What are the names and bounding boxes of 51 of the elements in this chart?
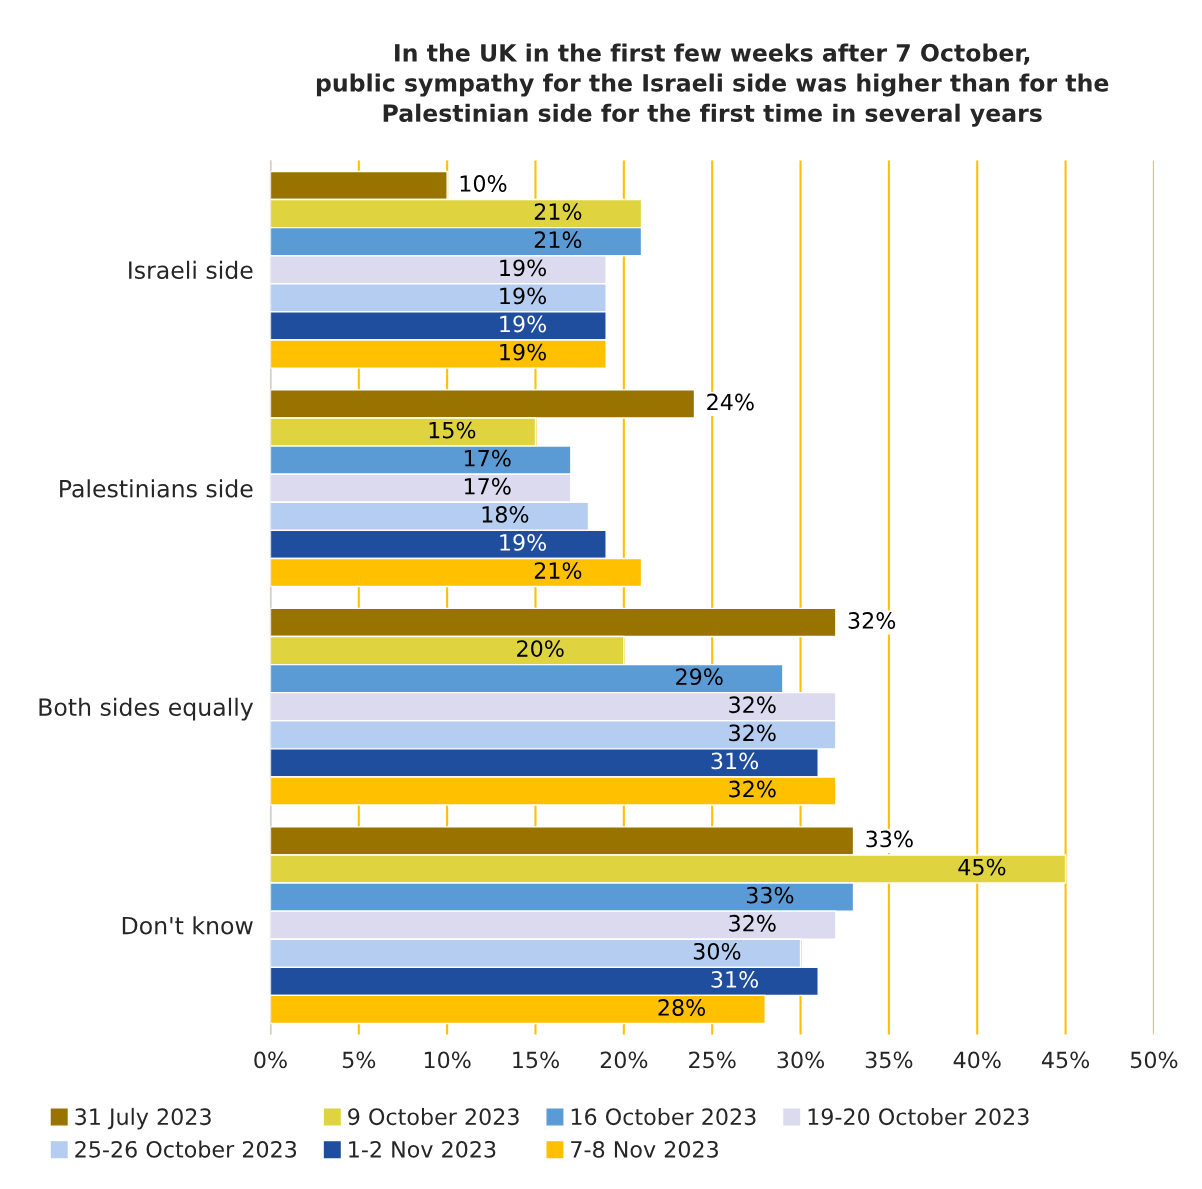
x-tick-label: 50% xyxy=(1130,1051,1178,1069)
data-label: 32% xyxy=(848,612,896,629)
legend-label: 7-8 Nov 2023 xyxy=(571,1140,718,1158)
data-label: 31% xyxy=(711,752,759,770)
data-label: 19% xyxy=(500,287,546,305)
x-tick-label: 30% xyxy=(777,1051,824,1069)
data-label: 30% xyxy=(693,942,741,960)
legend-label: 1-2 Nov 2023 xyxy=(349,1140,496,1158)
x-tick-label: 40% xyxy=(953,1051,1001,1069)
data-label: 33% xyxy=(866,830,913,848)
data-label: 31% xyxy=(711,971,759,988)
data-label: 17% xyxy=(464,477,511,495)
data-label: 24% xyxy=(707,393,754,411)
x-tick-label: 45% xyxy=(1041,1051,1090,1069)
y-tick-label: Israeli side xyxy=(129,260,253,280)
data-label: 21% xyxy=(534,562,582,579)
chart-title: In the UK in the first few weeks after 7 October, public sympathy for the Israeli side was higher than for the Palestinian side for the first time in several years xyxy=(316,43,1109,127)
data-label: 32% xyxy=(729,724,776,742)
data-label: 21% xyxy=(534,231,582,249)
data-label: 15% xyxy=(429,421,476,439)
x-tick-label: 0% xyxy=(254,1051,287,1069)
data-label: 18% xyxy=(482,505,529,523)
y-tick-label: Don't know xyxy=(122,916,253,935)
legend-label: 16 October 2023 xyxy=(571,1107,756,1126)
data-label: 32% xyxy=(729,696,776,714)
data-label: 21% xyxy=(534,203,582,221)
data-label: 19% xyxy=(500,259,546,277)
data-label: 19% xyxy=(500,534,546,551)
data-label: 28% xyxy=(658,999,706,1016)
data-label: 10% xyxy=(460,175,507,192)
data-label: 45% xyxy=(958,858,1006,876)
x-tick-label: 35% xyxy=(865,1051,913,1069)
legend-label: 9 October 2023 xyxy=(348,1107,519,1126)
data-label: 19% xyxy=(500,315,546,333)
y-tick-label: Palestinians side xyxy=(60,479,253,498)
data-label: 32% xyxy=(729,780,776,798)
x-tick-label: 25% xyxy=(689,1051,736,1069)
data-label: 32% xyxy=(729,914,776,932)
legend-label: 19-20 October 2023 xyxy=(808,1107,1029,1126)
data-label: 17% xyxy=(464,449,511,467)
y-tick-label: Both sides equally xyxy=(39,697,254,721)
data-label: 19% xyxy=(500,343,546,361)
data-label: 29% xyxy=(676,668,723,686)
x-tick-label: 20% xyxy=(600,1051,648,1069)
x-tick-label: 15% xyxy=(513,1051,559,1069)
data-label: 20% xyxy=(517,640,564,657)
data-label: 33% xyxy=(746,886,794,904)
legend-label: 25-26 October 2023 xyxy=(75,1140,297,1158)
x-tick-label: 10% xyxy=(424,1051,471,1069)
x-tick-label: 5% xyxy=(342,1051,376,1069)
legend-label: 31 July 2023 xyxy=(75,1107,211,1130)
